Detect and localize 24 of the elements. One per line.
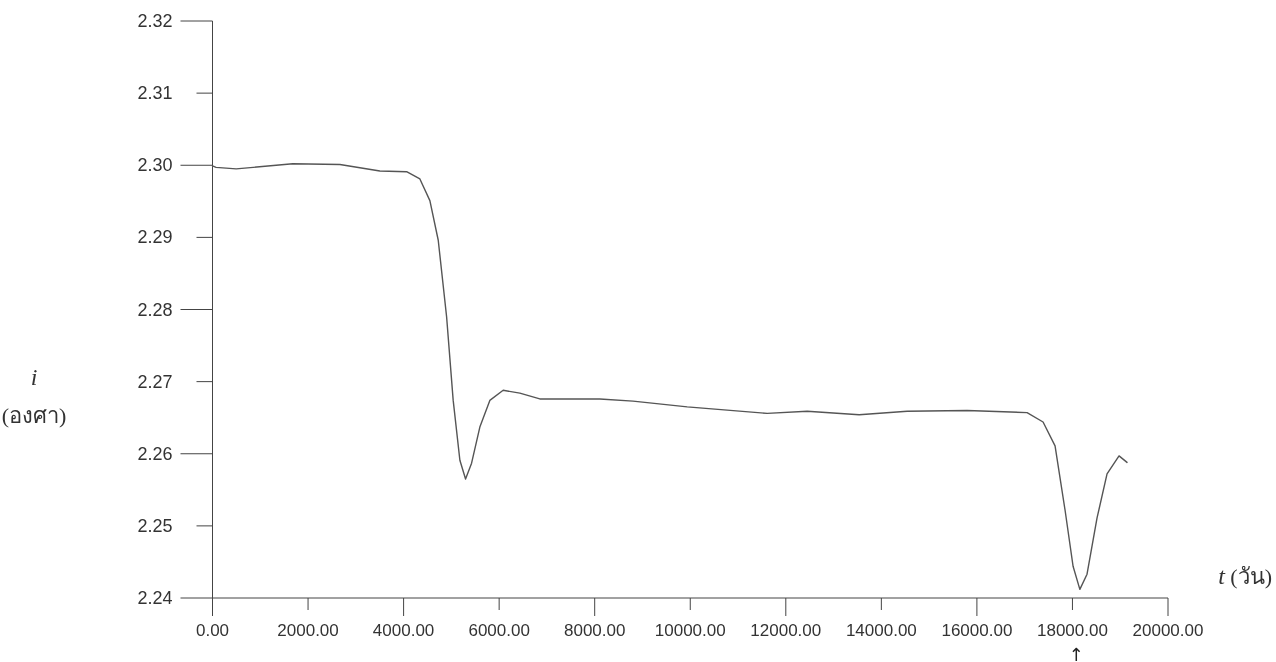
x-tick-label: 20000.00: [1132, 620, 1204, 640]
x-tick-label: 16000.00: [941, 620, 1013, 640]
y-axis-title: i (องศา): [1, 364, 67, 428]
x-tick-label: 10000.00: [654, 620, 726, 640]
x-tick-label: 6000.00: [468, 620, 530, 640]
x-tick-label: 14000.00: [845, 620, 917, 640]
x-tick-label: 0.00: [195, 620, 230, 640]
y-tick-label: 2.30: [137, 155, 173, 176]
line-series: [211, 163, 1128, 591]
y-tick-label: 2.32: [137, 11, 173, 31]
y-tick-label: 2.29: [137, 227, 173, 248]
x-axis-title: t (วัน): [1218, 563, 1272, 589]
y-tick-label: 2.27: [137, 371, 173, 392]
y-tick-label: 2.24: [137, 588, 173, 608]
x-tick-label: 4000.00: [372, 620, 435, 640]
y-tick-label: 2.26: [137, 443, 173, 464]
x-tick-label: 2000.00: [277, 620, 339, 640]
x-tick-label: 8000.00: [563, 620, 626, 640]
y-tick-label: 2.28: [137, 299, 173, 320]
y-tick-label: 2.25: [137, 515, 173, 536]
x-tick-label: 12000.00: [750, 620, 822, 640]
x-tick-label: 18000.00: [1037, 620, 1108, 640]
y-tick-label: 2.31: [137, 83, 173, 104]
text: ↑: [1068, 644, 1084, 662]
